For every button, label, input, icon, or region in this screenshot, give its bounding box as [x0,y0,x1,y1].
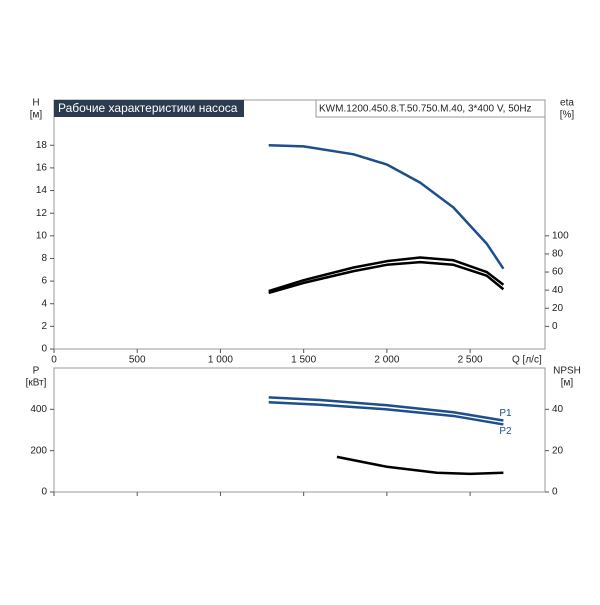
y2-axis-unit: [м] [561,378,574,389]
y-tick-label: 4 [41,298,47,309]
x-tick-label: 1 500 [291,355,316,366]
y2-tick-label: 40 [552,404,564,415]
y2-tick-label: 80 [552,249,564,260]
plot-frame [53,367,546,493]
y-tick-label: 6 [41,276,47,287]
y-tick-label: 16 [36,163,48,174]
y-tick-label: 10 [36,230,48,241]
curve [268,401,504,426]
y2-tick-label: 0 [552,487,558,498]
y2-tick-label: 40 [552,285,564,296]
y2-tick-label: 60 [552,267,564,278]
curve [336,455,504,476]
y-tick-label: 14 [36,185,48,196]
y-tick-label: 18 [36,140,48,151]
curve [268,256,505,293]
y2-axis-unit: [%] [560,110,575,121]
chart-subtitle: KWM.1200.450.8.T.50.750.M.40, 3*400 V, 5… [319,104,532,115]
x-tick-label: 1 000 [208,355,233,366]
x-tick-label: 2 500 [458,355,483,366]
y2-tick-label: 100 [552,230,569,241]
series-label: P2 [499,426,512,437]
y-tick-label: 400 [30,404,47,415]
y-tick-label: 2 [41,321,47,332]
x-axis-label: Q [л/с] [512,355,542,366]
y2-axis-label: NPSH [553,366,581,377]
subtitle-box [315,99,546,118]
x-tick-label: 500 [129,355,146,366]
y-axis-label: P [33,366,40,377]
chart-title: Рабочие характеристики насоса [58,101,238,115]
y-tick-label: 0 [41,487,47,498]
y2-tick-label: 0 [552,321,558,332]
curve [268,396,504,422]
title-box [54,100,244,117]
y-axis-label: H [32,98,39,109]
plot-frame [53,99,546,350]
y-tick-label: 0 [41,344,47,355]
series-label: P1 [499,408,512,419]
curve [268,260,505,295]
y-axis-unit: [м] [30,110,43,121]
y-tick-label: 8 [41,253,47,264]
y-tick-label: 200 [30,445,47,456]
y2-tick-label: 20 [552,303,564,314]
y-tick-label: 12 [36,208,48,219]
y-axis-unit: [кВт] [26,378,47,389]
curve [268,144,505,270]
y2-axis-label: eta [560,98,574,109]
x-tick-label: 0 [51,355,57,366]
x-tick-label: 2 000 [374,355,399,366]
y2-tick-label: 20 [552,445,564,456]
